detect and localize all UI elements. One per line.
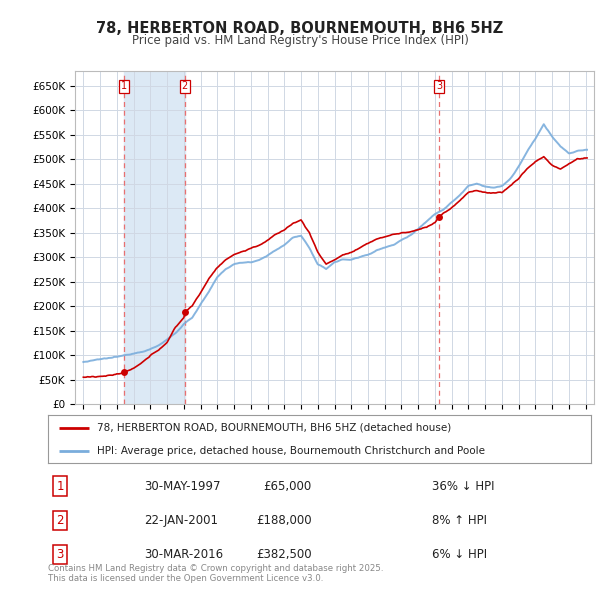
Text: 1: 1	[56, 480, 64, 493]
Text: 36% ↓ HPI: 36% ↓ HPI	[432, 480, 494, 493]
Text: 3: 3	[56, 548, 64, 561]
Text: 8% ↑ HPI: 8% ↑ HPI	[432, 514, 487, 527]
Text: Contains HM Land Registry data © Crown copyright and database right 2025.
This d: Contains HM Land Registry data © Crown c…	[48, 563, 383, 583]
Text: 30-MAY-1997: 30-MAY-1997	[144, 480, 221, 493]
Bar	[124, 71, 185, 404]
Text: 6% ↓ HPI: 6% ↓ HPI	[432, 548, 487, 561]
Text: 2: 2	[56, 514, 64, 527]
Text: 22-JAN-2001: 22-JAN-2001	[144, 514, 218, 527]
Text: £382,500: £382,500	[256, 548, 312, 561]
Text: 3: 3	[436, 81, 442, 91]
Text: HPI: Average price, detached house, Bournemouth Christchurch and Poole: HPI: Average price, detached house, Bour…	[97, 446, 485, 456]
Text: £188,000: £188,000	[256, 514, 312, 527]
Text: £65,000: £65,000	[264, 480, 312, 493]
Text: Price paid vs. HM Land Registry's House Price Index (HPI): Price paid vs. HM Land Registry's House …	[131, 34, 469, 47]
Text: 1: 1	[121, 81, 127, 91]
Text: 78, HERBERTON ROAD, BOURNEMOUTH, BH6 5HZ (detached house): 78, HERBERTON ROAD, BOURNEMOUTH, BH6 5HZ…	[97, 423, 451, 433]
Text: 2: 2	[182, 81, 188, 91]
Text: 30-MAR-2016: 30-MAR-2016	[144, 548, 223, 561]
Text: 78, HERBERTON ROAD, BOURNEMOUTH, BH6 5HZ: 78, HERBERTON ROAD, BOURNEMOUTH, BH6 5HZ	[97, 21, 503, 35]
